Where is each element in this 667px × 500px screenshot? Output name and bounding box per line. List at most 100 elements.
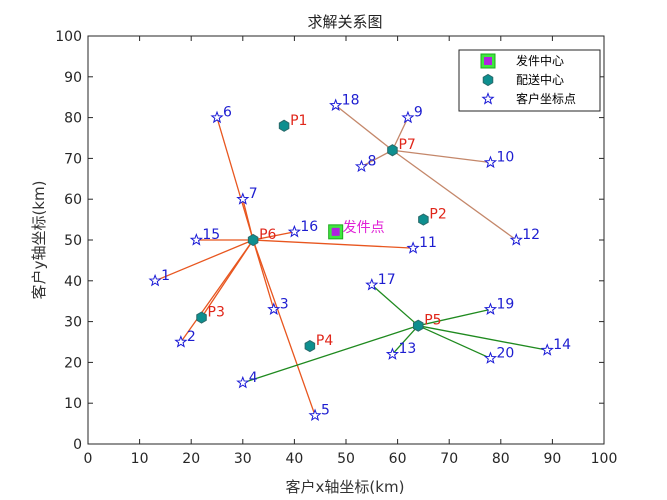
customer-point-11: [406, 241, 420, 254]
center-label-P5: P5: [424, 313, 441, 329]
customer-point-9: [401, 110, 415, 124]
customer-label-20: 20: [496, 345, 514, 361]
customer-label-7: 7: [249, 186, 258, 202]
customer-label-12: 12: [522, 227, 540, 243]
legend-label-distribution: 配送中心: [516, 72, 564, 87]
distribution-center-P7: [387, 144, 398, 157]
customer-label-16: 16: [300, 219, 318, 235]
route-P6-1: [154, 239, 254, 282]
y-tick-label-9: 90: [64, 70, 82, 86]
customer-point-13: [385, 347, 400, 360]
route-P6-P3: [200, 239, 254, 318]
distribution-center-P2: [418, 213, 429, 226]
customer-point-5: [308, 408, 322, 422]
route-P7-10: [392, 149, 491, 164]
customer-point-7: [236, 192, 250, 205]
legend-marker-distribution: [482, 73, 494, 87]
legend-marker-dispatch: [480, 53, 496, 69]
y-tick-label-6: 60: [64, 192, 82, 208]
customer-label-9: 9: [414, 105, 423, 121]
y-tick-label-2: 20: [64, 355, 82, 371]
customer-label-8: 8: [367, 154, 376, 170]
distribution-center-P3: [196, 311, 207, 324]
y-tick-label-8: 80: [64, 111, 82, 127]
customer-label-11: 11: [419, 235, 437, 251]
x-tick-label-3: 30: [234, 451, 252, 467]
legend-marker-customer: [481, 92, 495, 105]
y-tick-label-5: 50: [64, 233, 82, 249]
customer-label-17: 17: [378, 272, 396, 288]
x-tick-label-2: 20: [182, 451, 200, 467]
customer-label-15: 15: [202, 227, 220, 243]
x-tick-label-0: 0: [84, 451, 93, 467]
chart-title: 求解关系图: [307, 13, 382, 31]
route-P5-17: [371, 284, 419, 327]
center-label-P7: P7: [398, 137, 415, 153]
data-points: [148, 98, 554, 422]
x-axis-label: 客户x轴坐标(km): [286, 478, 405, 496]
customer-point-2: [174, 335, 188, 348]
x-tick-label-9: 90: [543, 451, 561, 467]
customer-point-14: [540, 343, 554, 356]
y-tick-label-10: 100: [55, 29, 82, 45]
legend-label-dispatch: 发件中心: [516, 53, 564, 68]
legend-label-customer: 客户坐标点: [516, 91, 576, 106]
route-P5-13: [391, 325, 419, 355]
axis-ticks: 0 10 20 30 40 50 60 70 80 90 100 0 10 20 30 40 50 60 70 80 9…: [55, 29, 617, 467]
customer-point-20: [483, 351, 498, 364]
legend-markers: [480, 53, 496, 105]
customer-label-1: 1: [161, 268, 170, 284]
legend: 发件中心 配送中心 客户坐标点: [458, 49, 601, 112]
customer-label-13: 13: [398, 341, 416, 357]
route-P6-5: [252, 239, 316, 416]
center-label-P1: P1: [290, 113, 307, 129]
route-P7-18: [335, 104, 393, 151]
customer-point-15: [189, 233, 203, 246]
x-tick-label-7: 70: [440, 451, 458, 467]
customer-point-10: [483, 155, 498, 169]
route-P6-6: [216, 117, 254, 241]
customer-point-17: [365, 277, 379, 291]
route-P5-20: [417, 325, 491, 359]
distribution-center-P1: [278, 119, 290, 132]
customer-point-4: [236, 375, 250, 389]
distribution-center-P4: [304, 340, 316, 353]
route-P5-4: [242, 325, 419, 384]
x-tick-label-5: 50: [337, 451, 355, 467]
customer-point-16: [287, 224, 301, 238]
customer-label-3: 3: [280, 296, 289, 312]
customer-point-3: [267, 302, 281, 315]
route-P6-7: [242, 199, 254, 241]
customer-point-6: [210, 110, 224, 124]
x-tick-label-4: 40: [285, 451, 303, 467]
customer-label-5: 5: [321, 402, 330, 418]
dispatch-center-point-inner: [331, 227, 340, 236]
y-tick-label-1: 10: [64, 396, 82, 412]
center-label-P2: P2: [429, 207, 446, 223]
x-tick-label-8: 80: [492, 451, 510, 467]
y-tick-label-7: 70: [64, 151, 82, 167]
y-tick-label-4: 40: [64, 274, 82, 290]
customer-label-2: 2: [187, 329, 196, 345]
route-P7-12: [392, 149, 517, 241]
customer-point-19: [483, 302, 498, 315]
route-P6-11: [253, 239, 414, 249]
customer-point-12: [509, 233, 523, 246]
dispatch-center-point: [328, 224, 344, 240]
route-P5-14: [418, 325, 548, 351]
customer-label-10: 10: [496, 149, 514, 165]
customer-label-6: 6: [223, 105, 232, 121]
distribution-center-P5: [412, 319, 424, 332]
distribution-center-P6: [247, 233, 259, 247]
customer-point-18: [329, 98, 343, 111]
x-tick-label-1: 10: [131, 451, 149, 467]
center-label-P3: P3: [208, 305, 225, 321]
y-tick-label-0: 0: [73, 437, 82, 453]
route-P6-16: [252, 231, 295, 241]
route-P7-9: [391, 117, 409, 151]
y-tick-label-3: 30: [64, 315, 82, 331]
route-lines: [154, 104, 548, 416]
customer-point-8: [354, 159, 369, 173]
